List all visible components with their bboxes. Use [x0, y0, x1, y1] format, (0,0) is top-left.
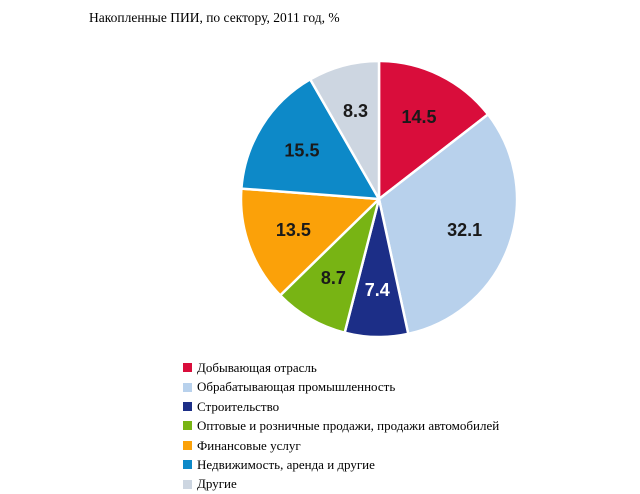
legend-item: Недвижимость, аренда и другие [183, 455, 499, 474]
legend-item: Строительство [183, 397, 499, 416]
pie-chart: 14.5 32.1 7.4 8.7 13.5 15.5 8.3 [239, 59, 519, 339]
legend-label: Добывающая отрасль [197, 360, 317, 375]
slice-value-label: 7.4 [365, 280, 390, 300]
legend-label: Другие [197, 476, 237, 492]
pie-slice [377, 59, 490, 201]
legend-swatch [183, 479, 192, 489]
legend-swatch [183, 440, 192, 450]
legend-label: Строительство [197, 398, 280, 414]
legend-swatch [183, 382, 192, 392]
legend-label: Оптовые и розничные продажи, продажи авт… [197, 418, 500, 434]
legend: Добывающая отрасль Обрабатывающая промышл… [183, 358, 499, 494]
pie-slice [239, 187, 381, 297]
slice-value-label: 8.3 [343, 101, 368, 121]
slice-value-label: 8.7 [321, 268, 346, 288]
legend-item: Оптовые и розничные продажи, продажи авт… [183, 416, 499, 435]
legend-swatch [183, 363, 192, 373]
slice-value-label: 32.1 [447, 220, 482, 240]
legend-swatch [183, 402, 192, 412]
legend-item: Обрабатывающая промышленность [183, 377, 499, 396]
legend-item: Финансовые услуг [183, 436, 499, 455]
pie-slice [377, 113, 519, 336]
legend-label: Недвижимость, аренда и другие [197, 457, 375, 473]
pie-slice [240, 78, 381, 201]
legend-swatch [183, 421, 192, 431]
slice-value-label: 14.5 [402, 107, 437, 127]
slice-value-label: 15.5 [284, 140, 319, 160]
legend-label: Обрабатывающая промышленность [197, 379, 396, 395]
legend-item: Другие [183, 474, 499, 493]
legend-item: Добывающая отрасль [183, 358, 499, 377]
legend-swatch [183, 460, 192, 470]
pie-slice [309, 59, 381, 201]
slice-value-label: 13.5 [276, 220, 311, 240]
chart-title: Накопленные ПИИ, по сектору, 2011 год, % [89, 10, 340, 25]
legend-label: Финансовые услуг [197, 437, 301, 453]
